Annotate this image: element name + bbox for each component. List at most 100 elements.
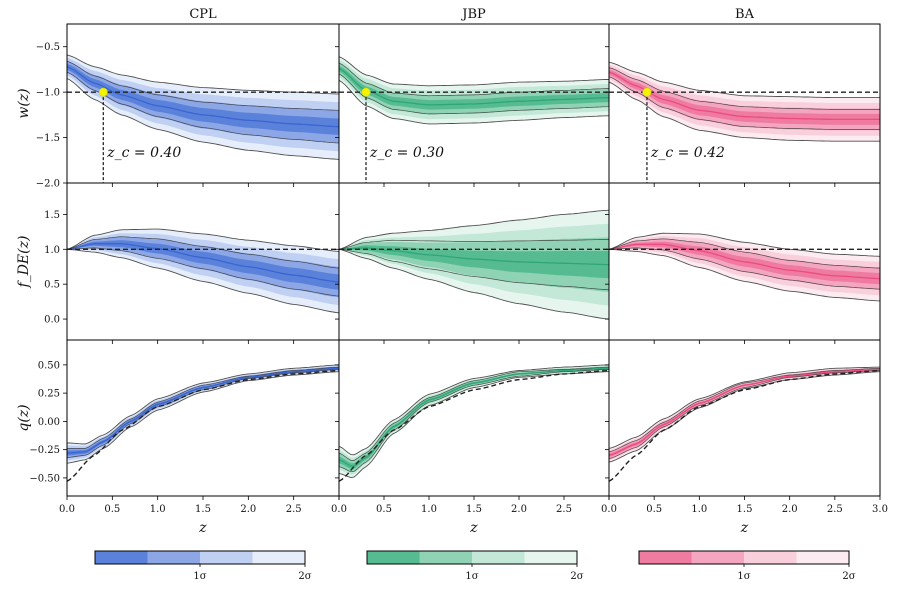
sigma1-upper-contour	[339, 239, 609, 250]
sigma1-lower-contour	[609, 76, 880, 130]
lcdm-reference-curve	[67, 369, 339, 482]
x-axis-label: z	[740, 520, 749, 536]
band-level-2	[339, 366, 609, 472]
sigma1-upper-contour	[609, 367, 880, 453]
x-axis-label: z	[469, 520, 478, 536]
y-tick-label: −0.50	[29, 473, 60, 484]
colorbar-segment	[796, 551, 849, 564]
x-tick-label: 3.0	[872, 504, 888, 515]
sigma1-lower-contour	[339, 369, 609, 473]
sigma2-lower-contour	[67, 78, 339, 160]
sigma2-lower-contour	[609, 81, 880, 142]
mean-line	[339, 367, 609, 467]
panel-1-jbp	[339, 209, 609, 320]
x-tick-label: 1.0	[421, 504, 437, 515]
band-2sigma-outer	[67, 364, 339, 464]
band-level-2	[609, 368, 880, 459]
sigma2-upper-contour	[609, 232, 880, 257]
crossing-marker	[361, 87, 371, 97]
colorbar-tick-label: 2σ	[570, 571, 583, 582]
mean-line	[67, 243, 339, 283]
sigma1-upper-contour	[339, 366, 609, 461]
colorbar-tick-label: 2σ	[298, 571, 311, 582]
sigma1-lower-contour	[67, 369, 339, 458]
sigma2-upper-contour	[339, 209, 609, 250]
colorbar-segment	[95, 551, 148, 564]
panel-frame	[338, 339, 610, 497]
x-tick-label: 0.5	[104, 504, 120, 515]
sigma1-upper-contour	[609, 238, 880, 269]
band-level-3	[339, 365, 609, 475]
colorbar-segment	[200, 551, 253, 564]
y-tick-label: −1.0	[36, 88, 60, 99]
band-level-2	[67, 366, 339, 459]
y-tick-label: 0.50	[38, 360, 60, 371]
crossing-marker	[98, 87, 108, 97]
y-tick-label: −0.5	[36, 42, 60, 53]
colorbar-segment	[524, 551, 577, 564]
x-tick-label: 2.0	[782, 504, 798, 515]
mean-line	[609, 71, 880, 121]
sigma2-lower-contour	[339, 79, 609, 125]
panel-1-cpl	[67, 228, 339, 314]
mean-line	[67, 66, 339, 128]
y-tick-label: 0.0	[44, 315, 60, 326]
panel-0-cpl	[67, 54, 339, 183]
x-tick-label: 2.0	[240, 504, 256, 515]
x-tick-label: 2.5	[286, 504, 302, 515]
panel-0-ba	[609, 61, 880, 183]
band-level-3	[67, 365, 339, 461]
y-tick-label: −1.5	[36, 133, 60, 144]
lcdm-reference-curve	[609, 369, 880, 482]
x-axis-label: z	[198, 520, 207, 536]
x-tick-label: 0.0	[601, 504, 617, 515]
x-tick-label: 0.0	[331, 504, 347, 515]
panel-2-cpl	[67, 364, 339, 482]
mean-line	[67, 367, 339, 454]
crossing-label: z_c = 0.30	[369, 145, 444, 161]
crossing-marker	[642, 87, 652, 97]
y-axis-label: w(z)	[16, 88, 32, 118]
x-tick-label: 2.5	[556, 504, 572, 515]
sigma1-lower-contour	[339, 73, 609, 115]
mean-line	[609, 368, 880, 456]
band-level-1	[339, 367, 609, 469]
x-tick-label: 1.5	[737, 504, 753, 515]
panel-1-ba	[609, 232, 880, 302]
column-title-ba: BA	[735, 7, 755, 22]
panel-2-jbp	[339, 364, 609, 482]
colorbar-tick-label: 1σ	[737, 571, 750, 582]
sigma2-lower-contour	[339, 248, 609, 320]
colorbar-segment	[252, 551, 305, 564]
x-tick-label: 1.5	[195, 504, 211, 515]
x-tick-label: 1.0	[150, 504, 166, 515]
band-level-1	[67, 63, 339, 135]
sigma2-upper-contour	[609, 61, 880, 99]
y-tick-label: 0.00	[38, 417, 60, 428]
sigma1-upper-contour	[67, 366, 339, 449]
sigma1-lower-contour	[609, 370, 880, 460]
y-tick-label: 1.0	[44, 245, 60, 256]
sigma1-upper-contour	[67, 60, 339, 111]
crossing-label-text: z_c = 0.40	[106, 145, 181, 161]
column-title-cpl: CPL	[189, 7, 217, 22]
sigma2-lower-contour	[67, 248, 339, 314]
sigma2-upper-contour	[609, 366, 880, 449]
crossing-label: z_c = 0.40	[106, 145, 181, 161]
x-tick-label: 0.0	[59, 504, 75, 515]
sigma2-lower-contour	[339, 371, 609, 479]
sigma2-lower-contour	[609, 248, 880, 302]
crossing-label-text: z_c = 0.30	[369, 145, 444, 161]
colorbar-tick-label: 2σ	[842, 571, 855, 582]
column-title-jbp: JBP	[460, 7, 486, 22]
colorbar-segment	[472, 551, 525, 564]
colorbar-segment	[691, 551, 744, 564]
mean-line	[609, 243, 880, 280]
sigma1-lower-contour	[609, 247, 880, 290]
colorbar-segment	[367, 551, 420, 564]
panel-frame	[66, 339, 340, 497]
sigma2-upper-contour	[67, 228, 339, 252]
y-tick-label: −0.25	[29, 445, 60, 456]
sigma2-upper-contour	[339, 364, 609, 456]
band-level-1	[339, 65, 609, 110]
